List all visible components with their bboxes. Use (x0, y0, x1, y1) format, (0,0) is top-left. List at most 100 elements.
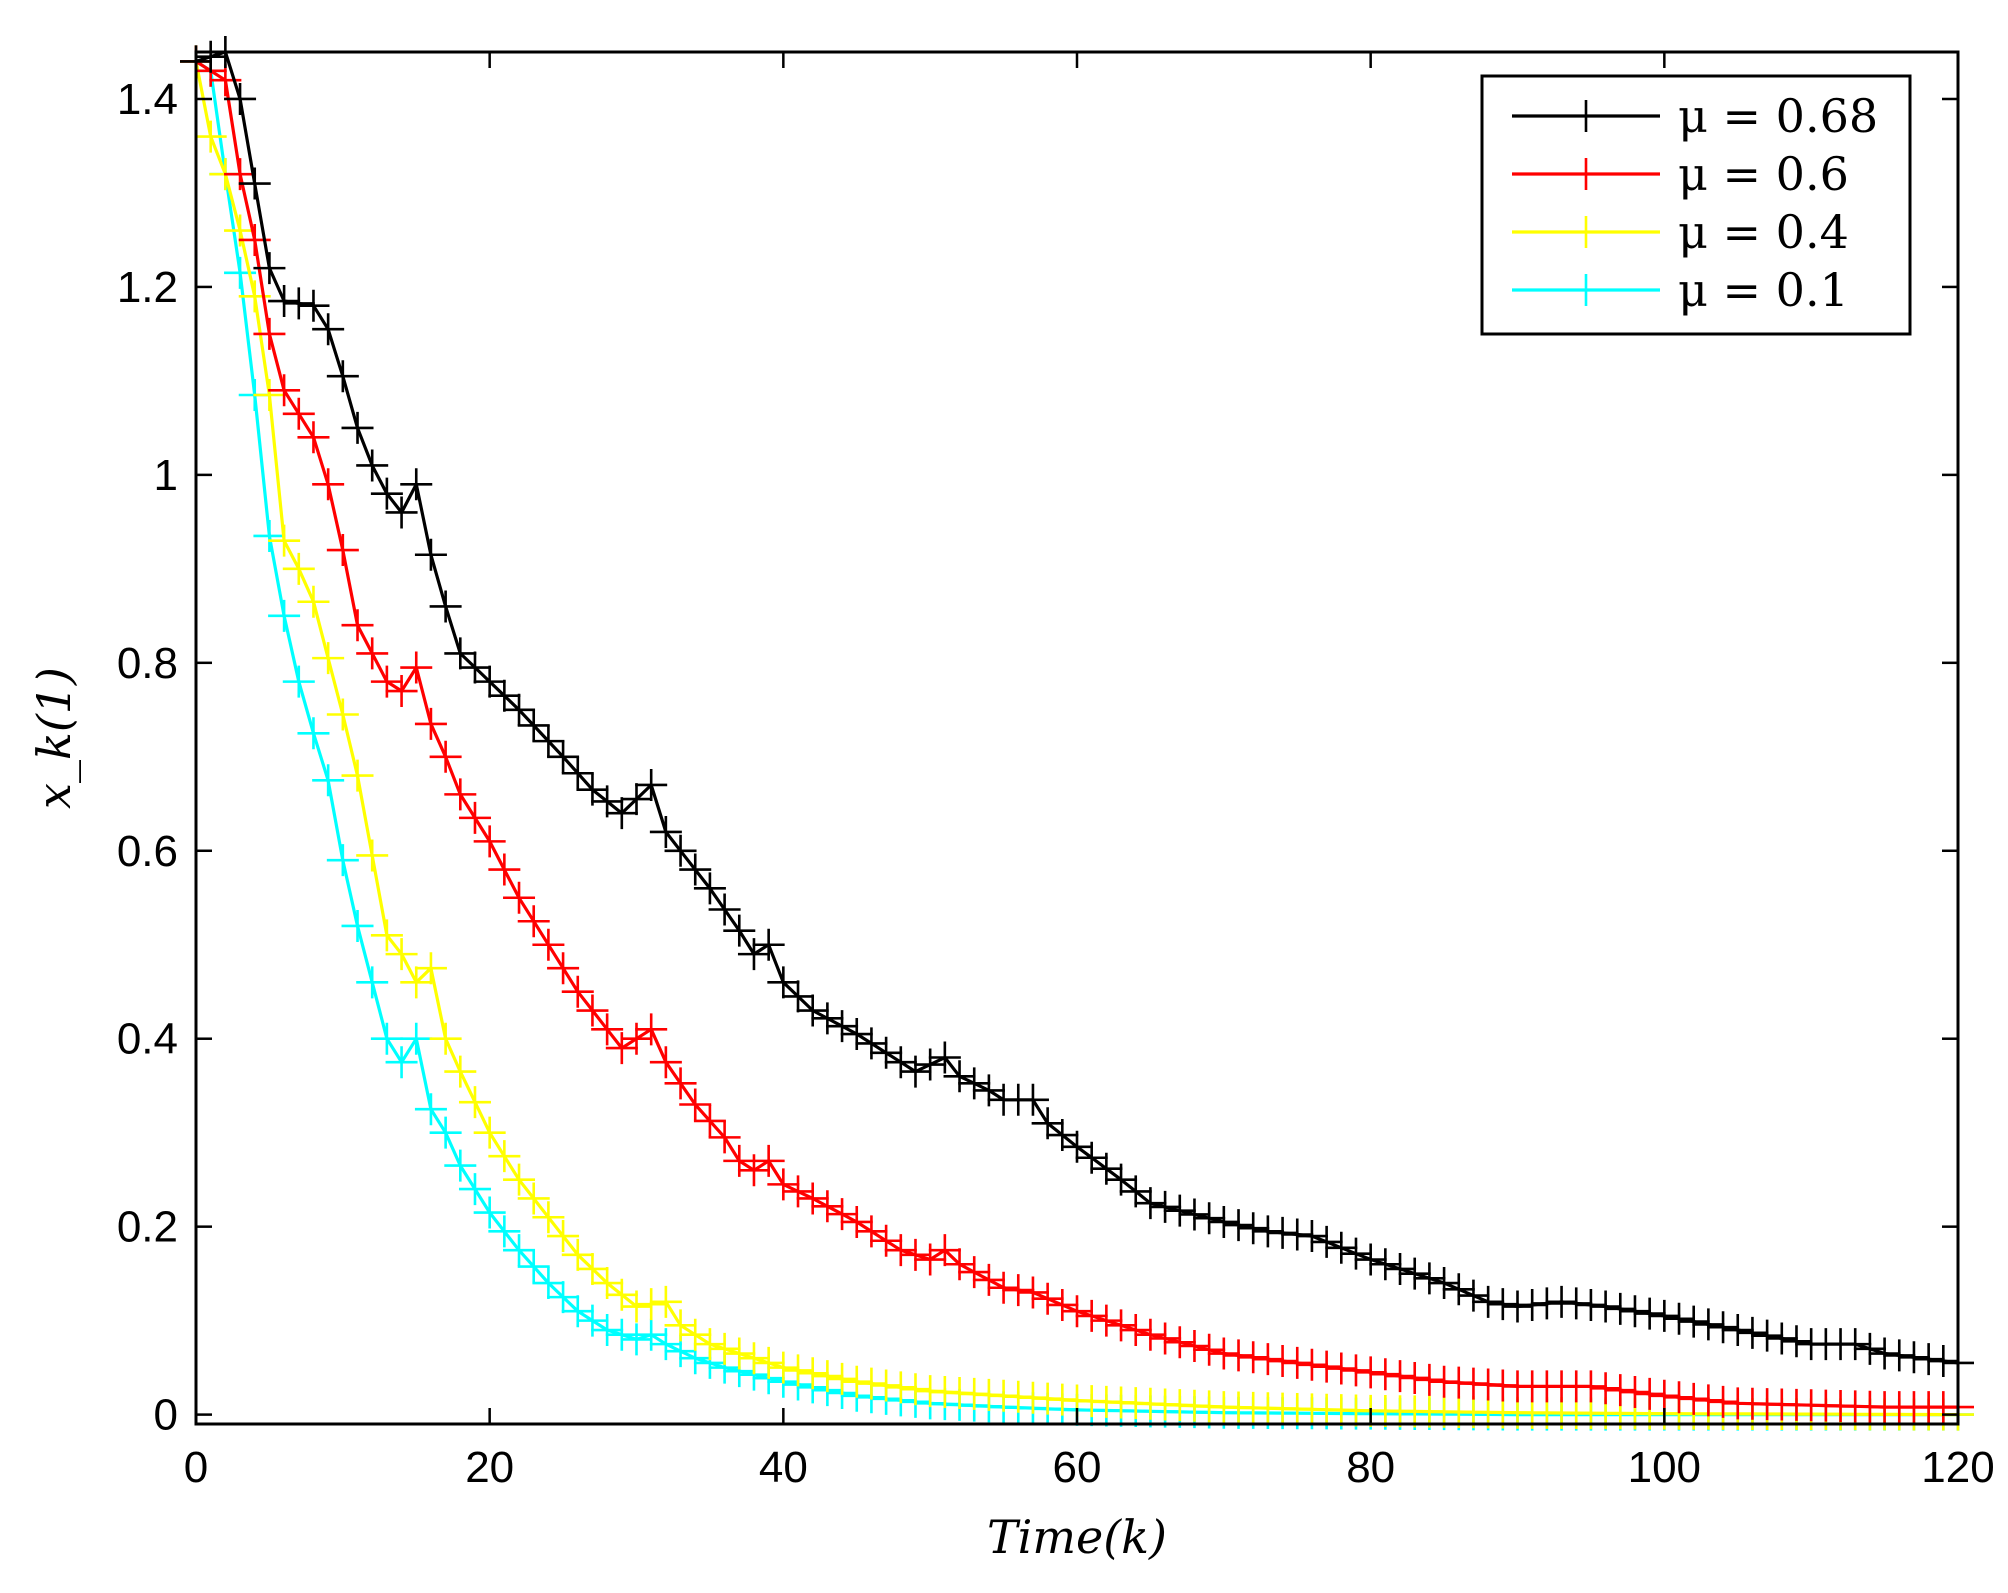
series-0-marker (1295, 1220, 1328, 1253)
series-0-marker (1339, 1237, 1372, 1270)
series-0-marker (473, 665, 506, 698)
series-1-marker (1384, 1360, 1417, 1393)
y-tick-label: 1.2 (117, 263, 178, 312)
series-1-marker (326, 534, 359, 567)
y-tick-label: 0.2 (117, 1203, 178, 1252)
series-0-marker (1222, 1209, 1255, 1242)
series-1-marker (268, 374, 301, 407)
series-0-marker (723, 914, 756, 947)
series-3-marker (444, 1149, 477, 1182)
series-1-marker (635, 1013, 668, 1046)
series-0-marker (297, 289, 330, 322)
y-axis-title: x_k(1) (27, 667, 81, 809)
series-3-marker (385, 1046, 418, 1079)
series-0-marker (1692, 1308, 1725, 1341)
series-1-marker (458, 801, 491, 834)
series-0-marker (1560, 1287, 1593, 1320)
series-0-marker (708, 893, 741, 926)
series-2-marker (782, 1354, 815, 1387)
series-0-marker (1398, 1257, 1431, 1290)
series-0-marker (796, 994, 829, 1027)
series-1-marker (1178, 1330, 1211, 1362)
series-3-marker (488, 1215, 521, 1248)
series-0-marker (282, 287, 315, 320)
series-0-marker (943, 1060, 976, 1093)
series-1-marker (1295, 1348, 1328, 1381)
series-0-marker (1839, 1328, 1872, 1361)
series-0-marker (1868, 1337, 1901, 1370)
series-1-marker (826, 1198, 859, 1231)
series-3-marker (649, 1328, 682, 1361)
series-3-marker (458, 1173, 491, 1206)
series-0-marker (458, 651, 491, 684)
series-0-marker (752, 928, 785, 961)
series-2-marker (400, 966, 433, 999)
series-0-marker (400, 468, 433, 501)
series-3-marker (253, 519, 286, 552)
series-1-marker (282, 397, 315, 430)
series-0-marker (1266, 1216, 1299, 1249)
series-0-marker (1618, 1295, 1651, 1328)
y-tick-label: 0.4 (117, 1015, 178, 1064)
series-2-marker (855, 1367, 888, 1400)
series-1-marker (958, 1256, 991, 1289)
series-2-marker (737, 1342, 770, 1375)
series-0-marker (1457, 1279, 1490, 1312)
series-0-marker (238, 167, 271, 200)
series-2-marker (767, 1351, 800, 1384)
series-1-marker (1016, 1276, 1049, 1309)
series-2-marker (708, 1332, 741, 1365)
series-1-marker (1574, 1370, 1607, 1403)
series-1-marker (649, 1046, 682, 1079)
series-1-marker (547, 952, 580, 985)
series-1-marker (1207, 1337, 1240, 1370)
legend: μ = 0.68μ = 0.6μ = 0.4μ = 0.1 (1480, 74, 1912, 336)
series-2-marker (693, 1328, 726, 1361)
series-0-marker (1428, 1267, 1461, 1300)
x-tick-label: 40 (759, 1443, 808, 1492)
series-1-marker (1663, 1381, 1696, 1414)
series-0-marker (1853, 1332, 1886, 1365)
series-2-marker (312, 642, 345, 675)
series-2-marker (884, 1371, 917, 1404)
series-2-marker (444, 1055, 477, 1088)
series-2-marker (458, 1086, 491, 1119)
series-0-marker (1281, 1218, 1314, 1251)
series-1-marker (1266, 1345, 1299, 1378)
series-1-marker (1119, 1314, 1152, 1347)
series-1-marker (532, 928, 565, 961)
series-1-marker (503, 881, 536, 914)
series-1-marker (400, 651, 433, 684)
series-0-marker (1354, 1243, 1387, 1276)
series-0-marker (1369, 1248, 1402, 1281)
series-1-marker (1163, 1326, 1196, 1359)
series-1-marker (987, 1271, 1020, 1304)
series-2-marker (620, 1290, 653, 1323)
legend-swatch-marker (1570, 274, 1602, 306)
series-2-marker (517, 1182, 550, 1215)
series-1-marker (341, 609, 374, 642)
x-tick-label: 20 (465, 1443, 514, 1492)
series-1-marker (444, 778, 477, 811)
series-3-marker (605, 1318, 638, 1351)
series-2-marker (385, 938, 418, 971)
series-2-marker (503, 1163, 536, 1196)
series-0-marker (958, 1067, 991, 1100)
series-2-marker (414, 952, 447, 985)
series-1-marker (782, 1175, 815, 1208)
series-2-marker (282, 552, 315, 585)
series-1 (180, 45, 1974, 1424)
series-1-marker (488, 853, 521, 886)
series-2-marker (811, 1360, 844, 1393)
series-2-marker (194, 120, 227, 153)
series-3-marker (547, 1281, 580, 1314)
series-2-marker (370, 919, 403, 952)
series-0-marker (1310, 1225, 1343, 1258)
series-0-marker (1663, 1302, 1696, 1335)
legend-entry-label: μ = 0.4 (1678, 205, 1849, 259)
series-2-marker (547, 1220, 580, 1253)
x-tick-label: 60 (1053, 1443, 1102, 1492)
series-0-marker (1413, 1262, 1446, 1295)
series-1-marker (899, 1238, 932, 1271)
y-tick-label: 1.4 (117, 75, 178, 124)
